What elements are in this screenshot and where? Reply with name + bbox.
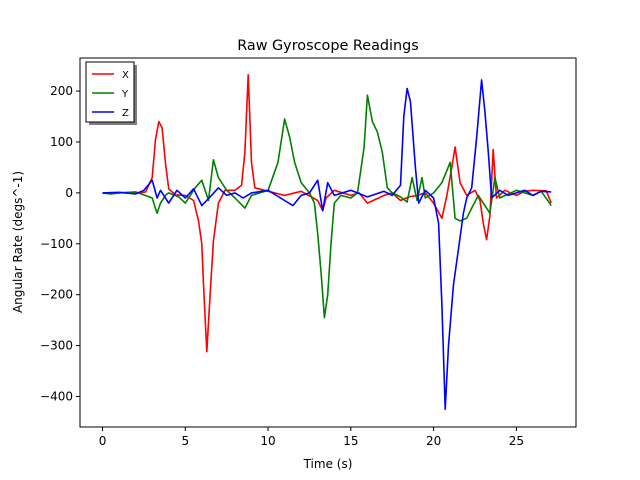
legend-label-z: Z [122, 108, 129, 119]
series-layer [102, 74, 552, 411]
y-axis-ticks: −400 −300 −200 −100 0 100 200 [40, 84, 80, 403]
x-tick-label: 5 [181, 434, 189, 448]
series-line-z [102, 79, 552, 411]
y-tick-label: 0 [65, 186, 73, 200]
y-tick-label: 200 [50, 84, 73, 98]
y-tick-label: −300 [40, 339, 73, 353]
x-tick-label: 0 [99, 434, 107, 448]
legend-label-y: Y [121, 89, 129, 100]
x-axis-ticks: 0 5 10 15 20 25 [99, 427, 524, 448]
y-axis-label: Angular Rate (degs^-1) [11, 171, 25, 313]
plot-frame [79, 57, 577, 428]
x-tick-label: 15 [343, 434, 358, 448]
x-tick-label: 25 [509, 434, 524, 448]
plot-background [80, 58, 576, 427]
legend-entries: XYZ [92, 70, 129, 119]
x-tick-label: 10 [260, 434, 275, 448]
y-tick-label: 100 [50, 135, 73, 149]
y-tick-label: −100 [40, 237, 73, 251]
chart-title: Raw Gyroscope Readings [237, 38, 419, 54]
legend: XYZ [85, 61, 137, 125]
plot-area: 0 5 10 15 20 25 −400 −300 −200 −100 0 100 200 [40, 57, 577, 448]
series-line-y [102, 94, 552, 319]
x-tick-label: 20 [426, 434, 441, 448]
y-tick-label: −200 [40, 288, 73, 302]
x-axis-label: Time (s) [303, 457, 353, 471]
legend-label-x: X [122, 70, 129, 81]
y-tick-label: −400 [40, 389, 73, 403]
